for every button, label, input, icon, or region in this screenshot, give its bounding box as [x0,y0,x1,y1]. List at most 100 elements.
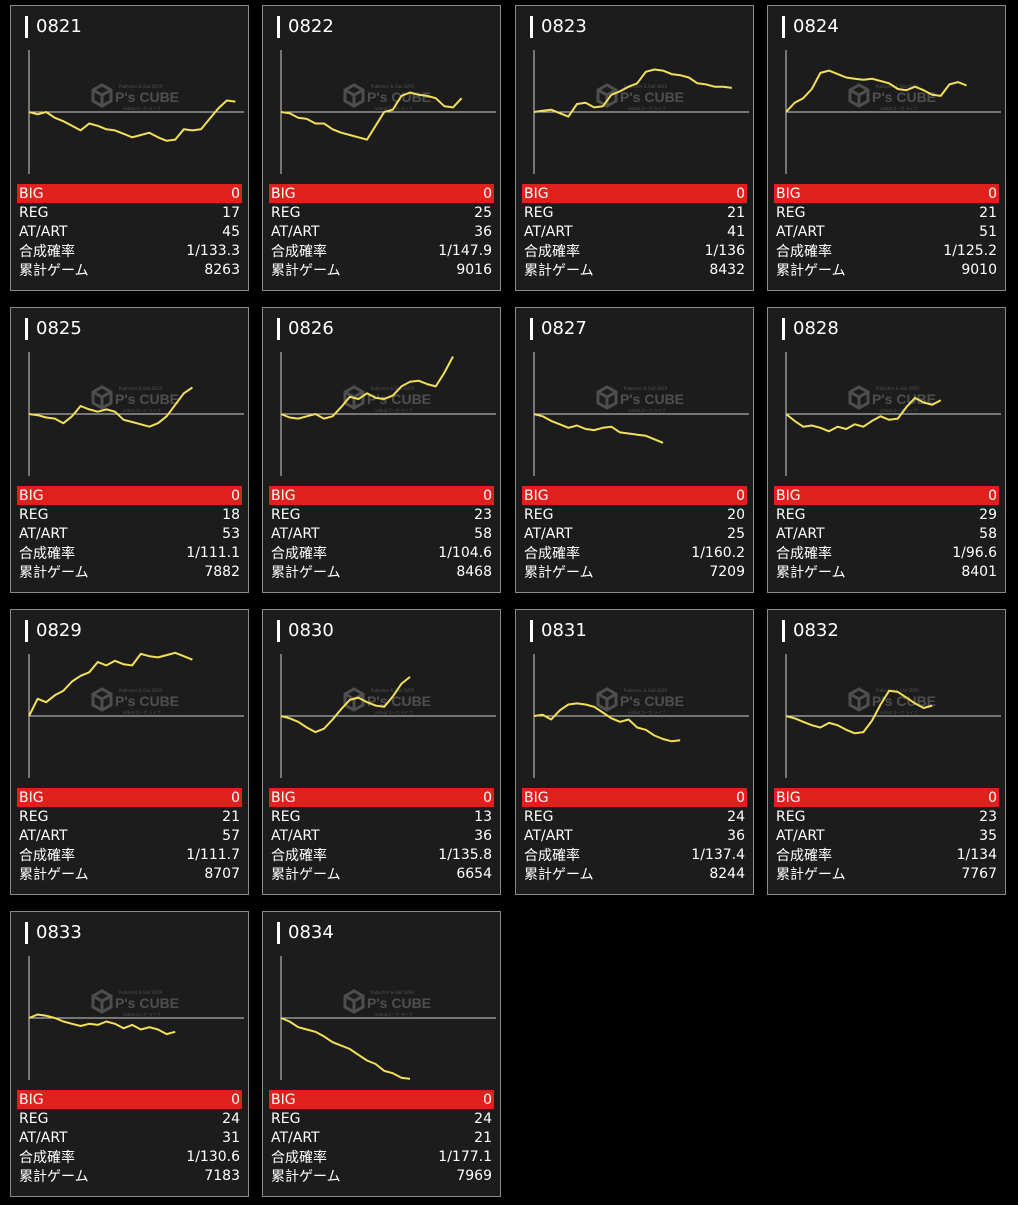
stat-label-games: 累計ゲーム [524,866,594,883]
watermark-small-bottom: video/ゴーガ ライブ [123,407,161,413]
title-accent-bar [25,922,28,944]
stat-label-games: 累計ゲーム [271,1168,341,1185]
watermark-brand: P's CUBE [620,391,684,407]
stat-value-games: 8468 [456,563,492,580]
cube-logo-icon [91,989,113,1014]
stat-label-big: BIG [271,487,296,504]
stat-label-prob: 合成確率 [776,847,832,864]
stat-label-big: BIG [271,1091,296,1108]
stat-label-prob: 合成確率 [524,545,580,562]
stat-value-reg: 29 [979,506,997,523]
machine-card-0834[interactable]: 0834 P's CUBE Publisher & Slot DATA video/ゴ… [262,911,501,1197]
watermark-small-bottom: video/ゴーガ ライブ [375,407,413,413]
watermark-small-top: Publisher & Slot DATA [119,688,163,693]
stat-row-at: AT/ART 41 [522,222,747,241]
stat-value-prob: 1/137.4 [691,846,745,863]
stat-value-reg: 23 [979,808,997,825]
machine-card-0823[interactable]: 0823 P's CUBE Publisher & Slot DATA video/ゴ… [515,5,754,291]
machine-number: 0825 [36,318,82,339]
stat-row-games: 累計ゲーム 8707 [17,864,242,883]
stat-value-reg: 21 [727,204,745,221]
stat-value-big: 0 [483,1091,492,1108]
watermark-brand: P's CUBE [620,693,684,709]
stat-row-at: AT/ART 51 [774,222,999,241]
stats-table: BIG 0 REG 24 AT/ART 36 合成確率 1/137.4 累計ゲーム 8244 [522,788,747,883]
machine-number: 0824 [793,16,839,37]
watermark-small-bottom: video/ゴーガ ライブ [123,709,161,715]
stat-label-big: BIG [19,1091,44,1108]
title-accent-bar [782,318,785,340]
machine-title: 0823 [530,16,587,38]
stat-row-games: 累計ゲーム 7209 [522,562,747,581]
machine-number: 0823 [541,16,587,37]
machine-number: 0822 [288,16,334,37]
stats-table: BIG 0 REG 29 AT/ART 58 合成確率 1/96.6 累計ゲーム 8401 [774,486,999,581]
stat-label-games: 累計ゲーム [19,1168,89,1185]
stat-row-prob: 合成確率 1/134 [774,845,999,864]
stat-value-reg: 21 [979,204,997,221]
machine-card-0825[interactable]: 0825 P's CUBE Publisher & Slot DATA video/ゴ… [10,307,249,593]
stat-label-games: 累計ゲーム [19,866,89,883]
watermark-small-bottom: video/ゴーガ ライブ [628,407,666,413]
cube-logo-icon [91,687,113,712]
stat-row-games: 累計ゲーム 8244 [522,864,747,883]
stat-row-prob: 合成確率 1/136 [522,241,747,260]
stat-row-at: AT/ART 31 [17,1128,242,1147]
stat-label-prob: 合成確率 [19,1149,75,1166]
watermark-small-bottom: video/ゴーガ ライブ [880,105,918,111]
machine-card-0828[interactable]: 0828 P's CUBE Publisher & Slot DATA video/ゴ… [767,307,1006,593]
stat-value-prob: 1/133.3 [186,242,240,259]
stat-row-big: BIG 0 [774,788,999,807]
machine-title: 0828 [782,318,839,340]
stat-label-prob: 合成確率 [524,243,580,260]
stat-label-reg: REG [271,506,301,523]
stat-value-at: 35 [979,827,997,844]
watermark-brand: P's CUBE [115,391,179,407]
cube-logo-icon [596,83,618,108]
stat-row-at: AT/ART 21 [269,1128,494,1147]
machine-card-0829[interactable]: 0829 P's CUBE Publisher & Slot DATA video/ゴ… [10,609,249,895]
stat-value-prob: 1/134 [956,846,997,863]
trend-line [785,689,933,735]
machine-card-0822[interactable]: 0822 P's CUBE Publisher & Slot DATA video/ゴ… [262,5,501,291]
machine-card-0833[interactable]: 0833 P's CUBE Publisher & Slot DATA video/ゴ… [10,911,249,1197]
machine-card-0826[interactable]: 0826 P's CUBE Publisher & Slot DATA video/ゴ… [262,307,501,593]
trend-line [785,396,942,433]
stat-label-prob: 合成確率 [524,847,580,864]
cube-logo-icon [848,687,870,712]
stat-row-big: BIG 0 [17,184,242,203]
stat-row-prob: 合成確率 1/177.1 [269,1147,494,1166]
machine-card-0827[interactable]: 0827 P's CUBE Publisher & Slot DATA video/ゴ… [515,307,754,593]
machine-card-0831[interactable]: 0831 P's CUBE Publisher & Slot DATA video/ゴ… [515,609,754,895]
machine-card-0824[interactable]: 0824 P's CUBE Publisher & Slot DATA video/ゴ… [767,5,1006,291]
stat-row-big: BIG 0 [774,486,999,505]
stat-label-big: BIG [776,789,801,806]
watermark-small-bottom: video/ゴーガ ライブ [880,709,918,715]
stat-row-at: AT/ART 45 [17,222,242,241]
stat-label-games: 累計ゲーム [19,262,89,279]
stats-table: BIG 0 REG 20 AT/ART 25 合成確率 1/160.2 累計ゲーム 7209 [522,486,747,581]
watermark-brand: P's CUBE [620,89,684,105]
machine-card-0832[interactable]: 0832 P's CUBE Publisher & Slot DATA video/ゴ… [767,609,1006,895]
stat-label-at: AT/ART [271,827,320,844]
cube-logo-icon [343,989,365,1014]
stat-value-prob: 1/160.2 [691,544,745,561]
stat-row-games: 累計ゲーム 6654 [269,864,494,883]
stat-label-prob: 合成確率 [271,1149,327,1166]
stat-value-big: 0 [231,1091,240,1108]
cube-logo-icon [343,83,365,108]
machine-card-0830[interactable]: 0830 P's CUBE Publisher & Slot DATA video/ゴ… [262,609,501,895]
stats-table: BIG 0 REG 18 AT/ART 53 合成確率 1/111.1 累計ゲーム 7882 [17,486,242,581]
stat-value-prob: 1/111.7 [186,846,240,863]
trend-line [280,676,411,734]
machine-card-0821[interactable]: 0821 P's CUBE Publisher & Slot DATA video/ゴ… [10,5,249,291]
stat-value-prob: 1/147.9 [438,242,492,259]
watermark-brand: P's CUBE [367,995,431,1011]
